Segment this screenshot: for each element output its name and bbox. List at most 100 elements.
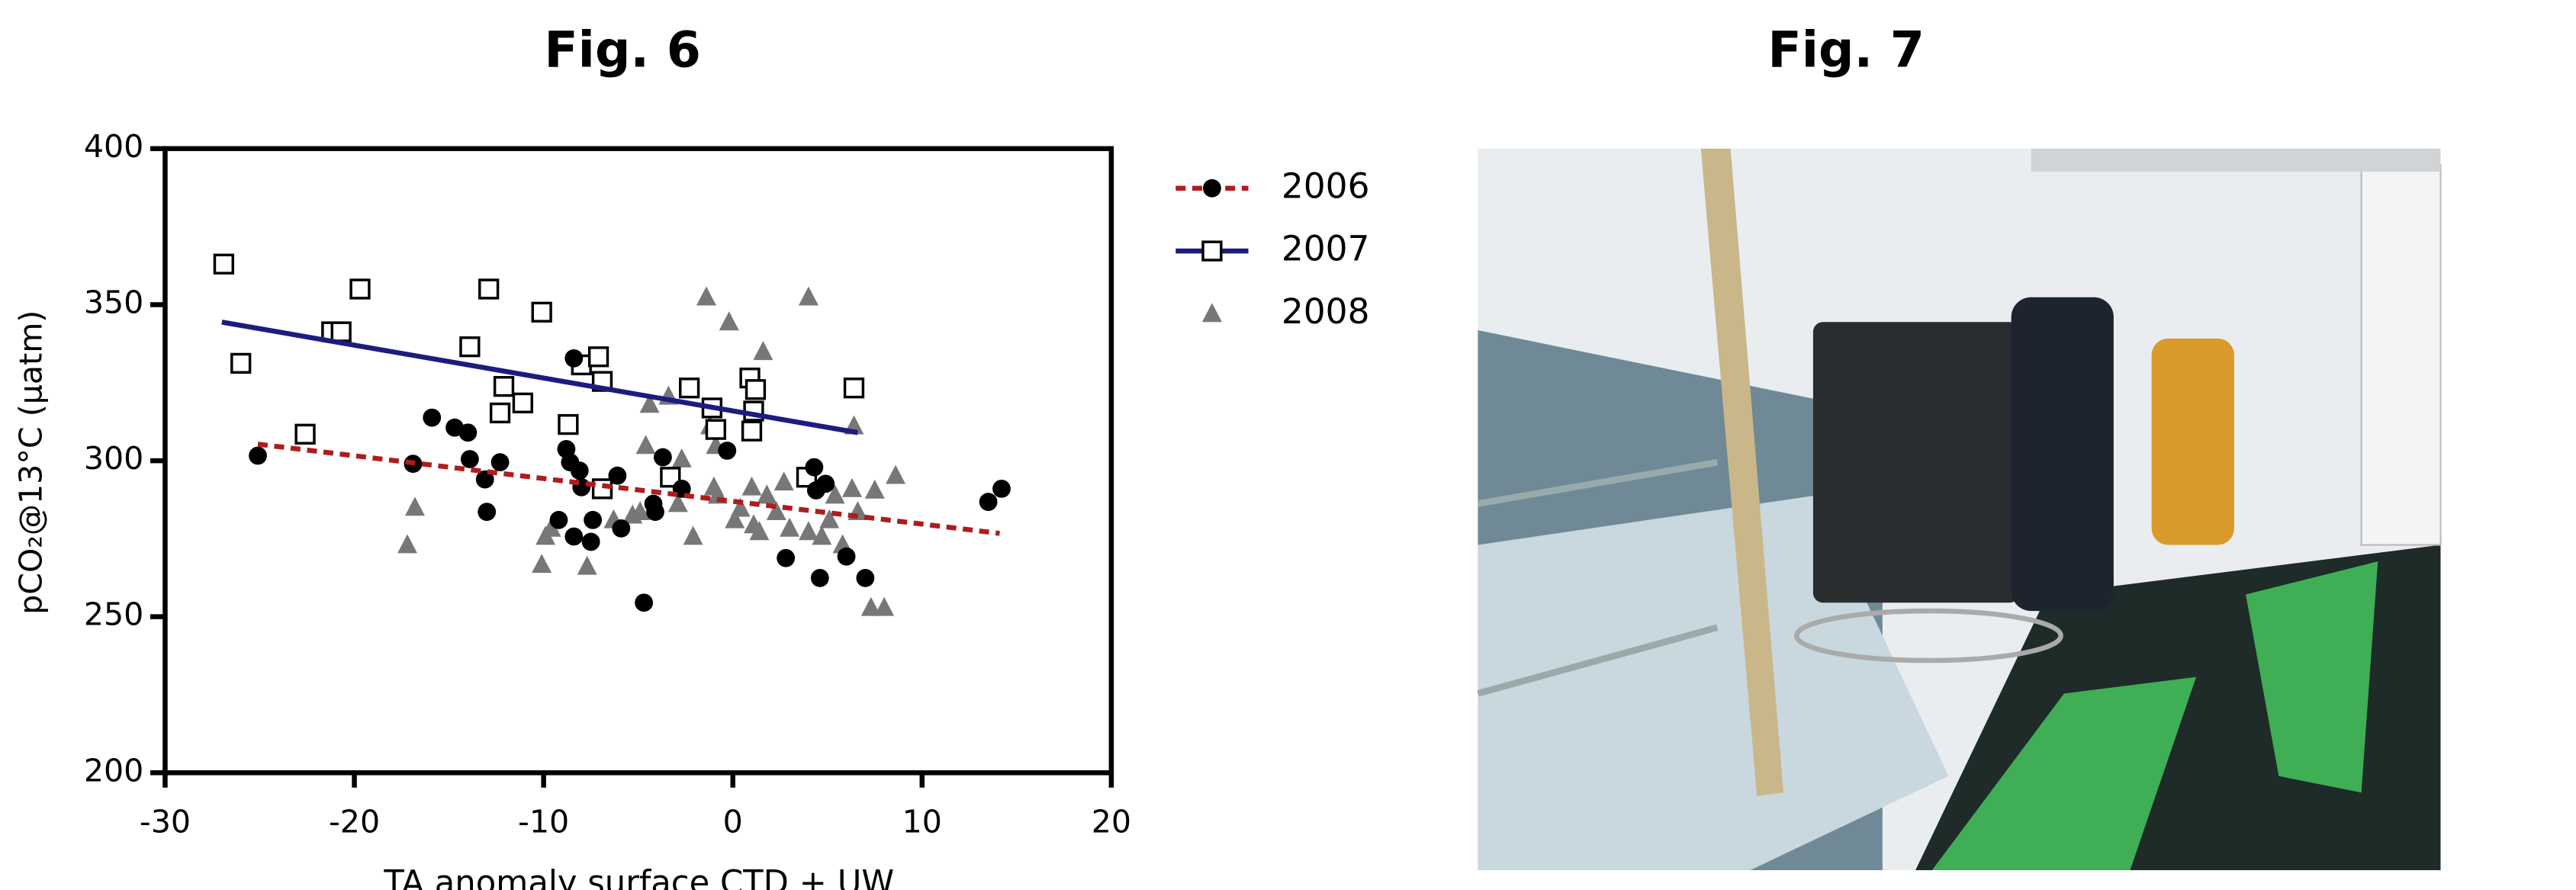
- point: [843, 378, 865, 399]
- point: [635, 593, 654, 612]
- point: [671, 448, 692, 467]
- point: [741, 420, 763, 442]
- point: [683, 525, 703, 545]
- point: [635, 435, 656, 455]
- trend-line: [257, 442, 1000, 536]
- railing: [1477, 624, 1719, 697]
- point: [805, 458, 824, 477]
- point: [979, 493, 998, 511]
- point: [816, 474, 835, 493]
- deck-green-2: [2246, 561, 2378, 793]
- point: [725, 509, 745, 529]
- point: [581, 532, 600, 551]
- point: [459, 336, 481, 358]
- rosette: [1812, 322, 2020, 603]
- legend-label: 2006: [1282, 165, 1370, 206]
- point: [330, 321, 352, 342]
- railing: [1477, 458, 1719, 507]
- point: [570, 461, 589, 480]
- wall: [2360, 164, 2442, 546]
- point: [397, 534, 418, 554]
- point: [798, 286, 818, 306]
- point: [773, 471, 794, 491]
- point: [874, 596, 895, 616]
- roof: [2031, 148, 2441, 172]
- point: [587, 346, 609, 368]
- point: [654, 448, 672, 467]
- point: [460, 450, 479, 468]
- y-axis-label: pCO₂@13°C (µatm): [12, 310, 49, 615]
- point: [667, 493, 688, 512]
- point: [478, 278, 500, 300]
- point: [860, 596, 881, 616]
- point: [719, 311, 739, 331]
- point: [705, 419, 727, 440]
- point: [639, 394, 660, 413]
- point: [493, 376, 515, 397]
- point: [749, 521, 770, 541]
- rosette-frame: [1793, 608, 2063, 663]
- photo: [1477, 148, 2442, 871]
- point: [825, 484, 845, 504]
- legend-label: 2008: [1282, 291, 1370, 332]
- point: [753, 341, 773, 361]
- series: [397, 286, 906, 616]
- point: [549, 510, 568, 529]
- point: [679, 378, 700, 399]
- point: [612, 519, 631, 538]
- point: [798, 521, 818, 541]
- point: [718, 442, 737, 460]
- point: [842, 477, 862, 497]
- point: [478, 503, 497, 522]
- point: [730, 497, 751, 517]
- point: [249, 446, 267, 465]
- point: [230, 352, 252, 374]
- deck-green: [1931, 676, 2197, 871]
- point: [741, 476, 762, 496]
- point: [489, 402, 511, 424]
- point: [349, 278, 371, 300]
- point: [780, 517, 800, 537]
- trend-line: [221, 320, 859, 435]
- point: [490, 453, 510, 472]
- point: [864, 479, 885, 499]
- point: [810, 569, 829, 587]
- point: [577, 555, 597, 575]
- point: [819, 509, 840, 529]
- legend-marker: [1201, 303, 1222, 323]
- point: [512, 392, 533, 414]
- point: [584, 510, 603, 529]
- legend-label: 2007: [1282, 229, 1370, 269]
- person-1: [2011, 297, 2114, 612]
- point: [558, 413, 579, 435]
- photo-title: Fig. 7: [1767, 21, 1925, 79]
- y-tick-label: 200: [84, 752, 143, 789]
- point: [856, 569, 875, 587]
- y-tick-label: 250: [84, 596, 143, 633]
- y-tick-label: 400: [84, 128, 143, 165]
- x-axis-label: TA anomaly surface CTD + UW: [383, 864, 894, 890]
- plot-frame: [162, 146, 1114, 776]
- y-tick-label: 300: [84, 440, 143, 477]
- point: [404, 496, 425, 516]
- x-tick-label: 10: [902, 803, 942, 840]
- point: [532, 554, 552, 574]
- x-tick-label: -20: [329, 803, 380, 840]
- point: [812, 525, 832, 545]
- point: [608, 466, 627, 485]
- point: [213, 253, 235, 275]
- point: [886, 464, 906, 484]
- point: [696, 286, 716, 306]
- y-tick-label: 350: [84, 284, 143, 320]
- x-tick-label: 0: [723, 803, 743, 840]
- point: [564, 527, 584, 546]
- point: [423, 408, 442, 427]
- point: [766, 501, 786, 521]
- point: [660, 467, 681, 488]
- x-tick-label: 20: [1092, 803, 1131, 840]
- legend-marker: [1201, 240, 1223, 262]
- chart-title: Fig. 6: [544, 21, 701, 79]
- point: [757, 484, 777, 504]
